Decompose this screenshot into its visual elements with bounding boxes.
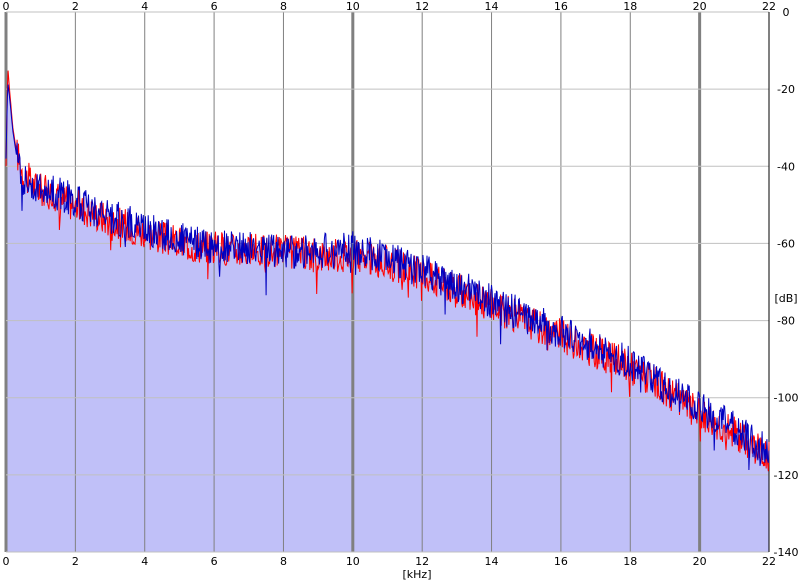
y-tick-label: 0	[783, 6, 790, 19]
x-tick-label-bottom: 6	[211, 555, 218, 568]
x-tick-label-top: 12	[415, 0, 429, 13]
x-tick-label-top: 2	[72, 0, 79, 13]
series-line-blue	[5, 84, 770, 471]
series-line-red	[5, 70, 770, 472]
y-tick-label: -120	[774, 469, 799, 482]
y-tick-labels: 0 -20 -40 -60 -80 -100 -120 -140	[774, 6, 799, 559]
y-tick-label: -100	[774, 392, 799, 405]
x-tick-label-top: 6	[211, 0, 218, 13]
series-layer	[5, 70, 770, 472]
x-tick-label-top: 16	[554, 0, 568, 13]
y-tick-label: -40	[777, 160, 795, 173]
spectrum-fill-layer	[6, 70, 769, 552]
x-tick-label-bottom: 20	[693, 555, 707, 568]
x-tick-label-top: 22	[762, 0, 776, 13]
x-tick-label-bottom: 16	[554, 555, 568, 568]
x-tick-label-bottom: 0	[3, 555, 10, 568]
x-tick-label-bottom: 18	[623, 555, 637, 568]
x-tick-label-top: 8	[280, 0, 287, 13]
x-tick-label-top: 0	[3, 0, 10, 13]
y-tick-label: -140	[774, 546, 799, 559]
x-tick-label-bottom: 2	[72, 555, 79, 568]
x-tick-label-top: 20	[693, 0, 707, 13]
x-tick-label-bottom: 14	[485, 555, 499, 568]
x-tick-label-top: 18	[623, 0, 637, 13]
x-axis-label: [kHz]	[403, 568, 432, 580]
grid-layer	[4, 11, 770, 553]
x-tick-label-bottom: 10	[346, 555, 360, 568]
x-tick-label-bottom: 22	[762, 555, 776, 568]
y-tick-label: -60	[777, 237, 795, 250]
spectrum-fill-area	[6, 70, 769, 552]
x-tick-label-top: 10	[346, 0, 360, 13]
y-axis-label: [dB]	[774, 292, 797, 305]
y-tick-label: -80	[777, 315, 795, 328]
x-tick-label-bottom: 4	[141, 555, 148, 568]
y-tick-label: -20	[777, 83, 795, 96]
x-tick-label-top: 14	[485, 0, 499, 13]
x-tick-label-bottom: 8	[280, 555, 287, 568]
x-tick-label-top: 4	[141, 0, 148, 13]
x-tick-label-bottom: 12	[415, 555, 429, 568]
